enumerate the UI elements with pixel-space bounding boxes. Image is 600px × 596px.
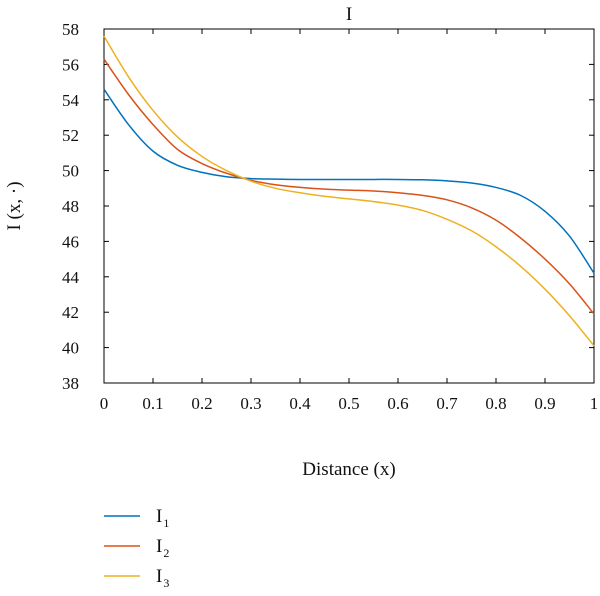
x-tick-label: 0.5 [338,394,359,413]
x-tick-label: 0.6 [387,394,408,413]
x-tick-label: 0.4 [289,394,311,413]
x-tick-label: 0.8 [485,394,506,413]
legend-label-2: I2 [156,536,169,560]
plot-frame [103,28,595,384]
y-tick-label: 40 [62,339,79,358]
y-tick-label: 38 [62,374,79,393]
x-tick-label: 0 [100,394,109,413]
x-tick-label: 0.1 [142,394,163,413]
y-tick-label: 42 [62,303,79,322]
y-tick-label: 46 [62,232,79,251]
y-tick-label: 54 [62,91,80,110]
legend: I1 I2 I3 [104,506,169,590]
y-tick-label: 50 [62,162,79,181]
x-tick-label: 0.3 [240,394,261,413]
x-axis-label: Distance (x) [302,459,395,480]
chart-title: I [346,4,352,25]
series-line-2 [103,58,595,315]
y-tick-label: 48 [62,197,79,216]
legend-label-3: I3 [156,566,169,590]
series-line-3 [103,35,595,347]
legend-label-1: I1 [156,506,169,530]
y-tick-label: 52 [62,126,79,145]
x-tick-label: 0.2 [191,394,212,413]
y-axis-label: I (x, ·) [4,181,25,230]
y-tick-label: 58 [62,20,79,39]
x-tick-label: 1 [590,394,599,413]
x-tick-label: 0.7 [436,394,458,413]
y-tick-label: 56 [62,55,79,74]
series-line-1 [103,88,595,274]
x-tick-label: 0.9 [534,394,555,413]
y-tick-label: 44 [62,268,80,287]
plot-area: 0 0.1 0.2 0.3 0.4 0.5 0.6 0.7 0.8 0.9 1 38 40 42 44 46 4… [62,20,598,413]
